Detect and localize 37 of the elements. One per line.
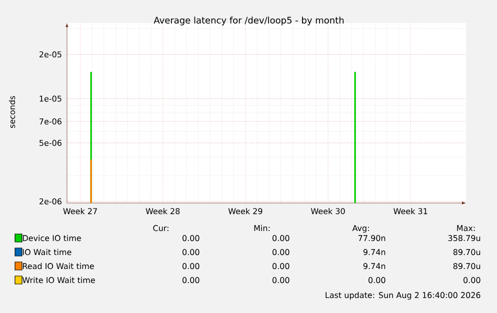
text: 9.74n: [363, 263, 386, 270]
text: 89.70u: [453, 263, 480, 270]
x-tick-label: Week 31: [394, 208, 428, 214]
chart-title: Average latency for /dev/loop5 - by month: [154, 16, 344, 26]
y-axis-title: seconds: [8, 96, 16, 128]
text: Max:: [457, 225, 475, 232]
text: 0.00: [182, 235, 200, 242]
x-tick-label: Week 29: [228, 208, 262, 214]
y-tick-label: 2e-05: [40, 51, 62, 58]
text: 0.00: [182, 277, 200, 284]
legend-label: Write IO Wait time: [22, 276, 95, 284]
text: 0.00: [272, 235, 290, 242]
y-tick-label: 7e-06: [40, 118, 62, 124]
text: Avg:: [352, 225, 369, 233]
text: 0.00: [182, 263, 200, 270]
text: Min:: [254, 224, 270, 231]
y-tick-label: 5e-06: [40, 140, 62, 146]
text: 0.00: [182, 249, 200, 256]
text: 0.00: [464, 277, 480, 284]
text: 0.00: [272, 249, 290, 256]
text: 0.00: [272, 263, 290, 270]
legend-label: Device IO time: [22, 234, 81, 242]
text: Last update: Sun Aug 2 16:40:00 2026: [326, 292, 480, 300]
legend-label: Read IO Wait time: [22, 262, 94, 270]
text: 77.90n: [358, 235, 386, 242]
text: Cur:: [153, 225, 168, 232]
text: 0.00: [272, 277, 290, 284]
text: 89.70u: [453, 249, 480, 256]
y-tick-label: 1e-05: [40, 96, 62, 102]
legend-label: IO Wait time: [22, 248, 72, 256]
x-tick-label: Week 27: [63, 208, 97, 214]
text: 9.74n: [363, 249, 386, 256]
y-tick-label: 2e-06: [40, 198, 62, 204]
text: 358.79u: [448, 235, 480, 242]
x-tick-label: Week 30: [310, 208, 345, 214]
x-tick-label: Week 28: [146, 208, 180, 214]
text: 0.00: [368, 277, 386, 284]
